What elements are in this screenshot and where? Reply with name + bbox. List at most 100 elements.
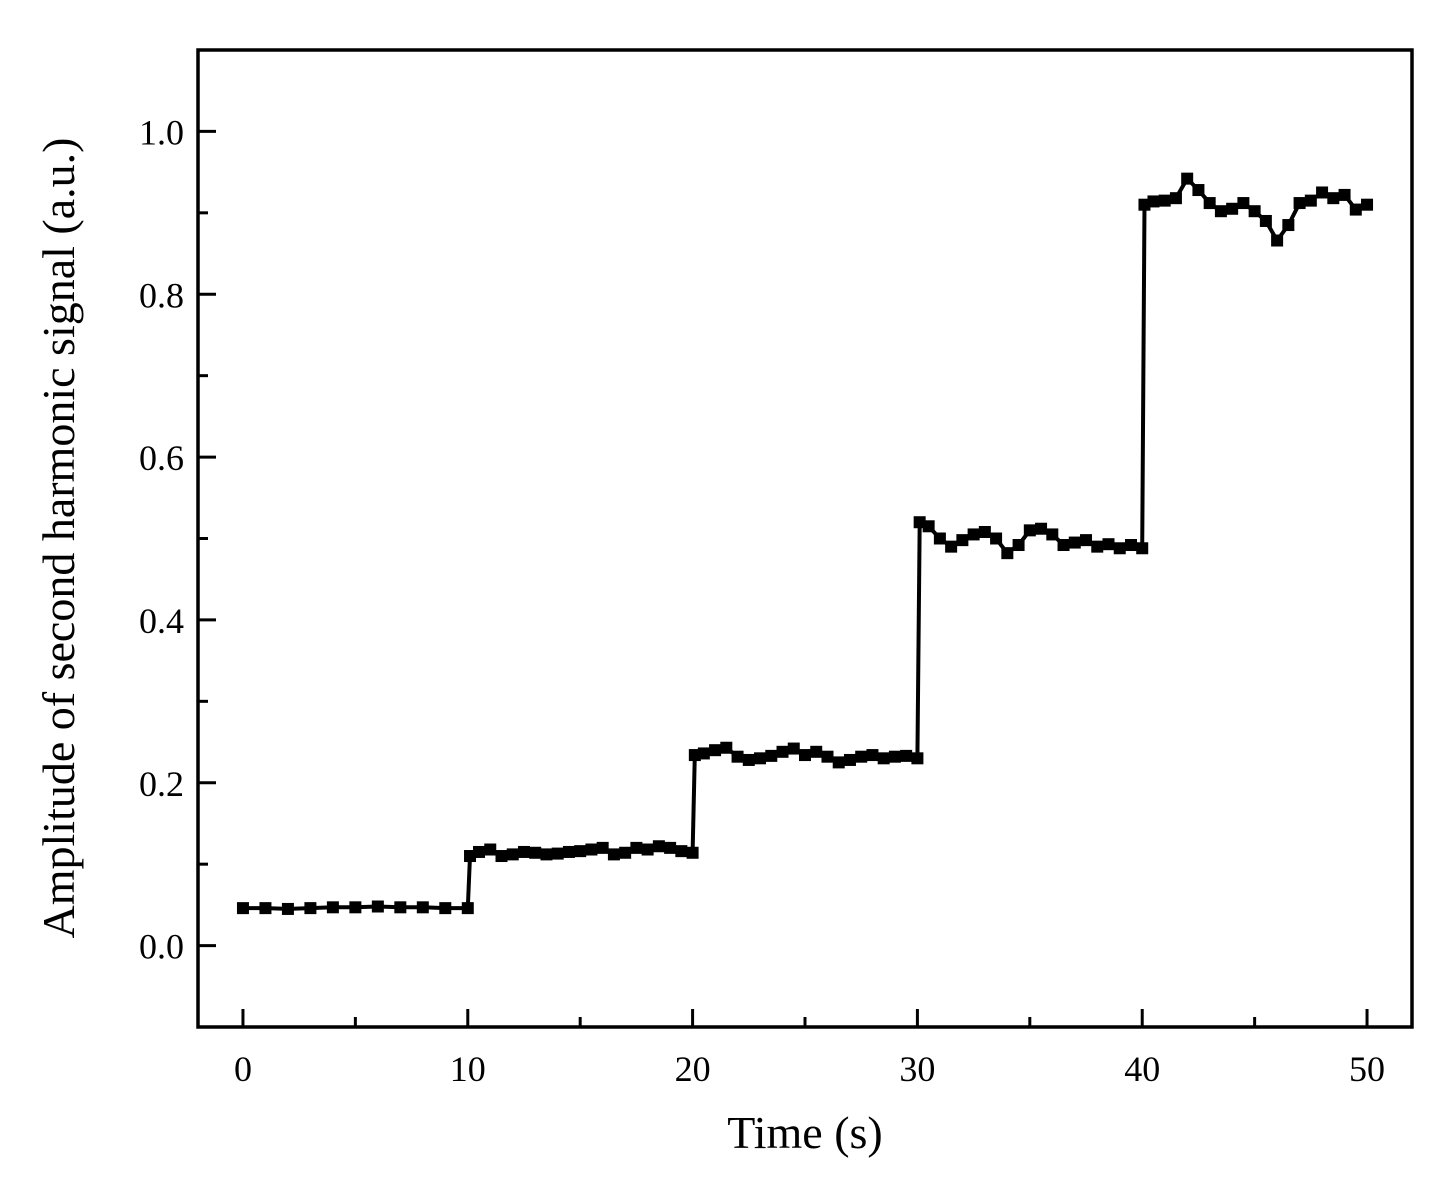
data-point bbox=[945, 540, 958, 553]
data-point bbox=[551, 847, 564, 860]
data-point bbox=[900, 749, 913, 762]
data-point bbox=[1304, 194, 1317, 207]
data-point bbox=[1102, 538, 1115, 551]
data-point bbox=[326, 901, 339, 914]
data-point bbox=[281, 902, 294, 915]
series-line bbox=[243, 175, 1368, 911]
data-point bbox=[641, 843, 654, 856]
data-point bbox=[933, 532, 946, 545]
data-point bbox=[1023, 524, 1036, 537]
y-tick-label: 0.0 bbox=[139, 927, 184, 967]
data-point bbox=[1271, 234, 1284, 247]
x-tick-label: 0 bbox=[234, 1049, 252, 1089]
data-point bbox=[1080, 534, 1093, 547]
data-point bbox=[349, 901, 362, 914]
y-tick-label: 1.0 bbox=[139, 112, 184, 152]
y-tick-label: 0.6 bbox=[139, 438, 184, 478]
data-point bbox=[1338, 188, 1351, 201]
data-point bbox=[866, 749, 879, 762]
data-point bbox=[821, 750, 834, 763]
data-point bbox=[990, 532, 1003, 545]
x-axis-label: Time (s) bbox=[727, 1107, 883, 1158]
data-point bbox=[956, 534, 969, 547]
x-tick-label: 20 bbox=[675, 1049, 711, 1089]
data-point bbox=[1158, 194, 1171, 207]
data-point bbox=[596, 841, 609, 854]
data-point bbox=[1293, 197, 1306, 210]
plot-frame bbox=[196, 48, 1414, 1029]
data-point bbox=[675, 845, 688, 858]
data-point bbox=[506, 848, 519, 861]
data-point bbox=[754, 752, 767, 765]
data-point bbox=[652, 840, 665, 853]
data-point bbox=[607, 848, 620, 861]
data-point bbox=[1124, 539, 1137, 552]
data-point bbox=[484, 843, 497, 856]
x-tick-label: 40 bbox=[1124, 1049, 1160, 1089]
y-tick-label: 0.8 bbox=[139, 275, 184, 315]
y-tick-label: 0.2 bbox=[139, 764, 184, 804]
data-point bbox=[1214, 205, 1227, 218]
y-axis-label: Amplitude of second harmonic signal (a.u… bbox=[33, 138, 84, 939]
data-point bbox=[630, 841, 643, 854]
data-point bbox=[1259, 214, 1272, 227]
data-point bbox=[439, 902, 452, 915]
data-point bbox=[1361, 198, 1374, 211]
y-tick-label: 0.4 bbox=[139, 601, 184, 641]
data-point bbox=[686, 846, 699, 859]
data-point bbox=[787, 742, 800, 755]
series-layer bbox=[236, 172, 1374, 915]
data-point bbox=[1181, 172, 1194, 185]
data-point bbox=[1113, 542, 1126, 555]
data-point bbox=[843, 753, 856, 766]
data-point bbox=[461, 902, 474, 915]
data-point bbox=[259, 902, 272, 915]
data-point bbox=[720, 741, 733, 754]
data-point bbox=[1001, 547, 1014, 560]
data-point bbox=[619, 846, 632, 859]
data-point bbox=[416, 901, 429, 914]
data-point bbox=[1316, 186, 1329, 199]
data-point bbox=[236, 902, 249, 915]
data-point bbox=[765, 749, 778, 762]
data-point bbox=[540, 848, 553, 861]
data-point bbox=[1012, 539, 1025, 552]
data-point bbox=[1327, 192, 1340, 205]
data-point bbox=[855, 750, 868, 763]
data-point bbox=[495, 850, 508, 863]
data-point bbox=[742, 753, 755, 766]
data-point bbox=[799, 749, 811, 762]
data-point bbox=[877, 752, 890, 765]
data-point bbox=[371, 900, 384, 913]
data-point bbox=[664, 841, 677, 854]
data-point bbox=[1046, 528, 1059, 541]
data-point bbox=[911, 752, 924, 765]
data-point bbox=[1091, 540, 1104, 553]
x-tick-label: 30 bbox=[899, 1049, 935, 1089]
data-point bbox=[1203, 197, 1216, 210]
data-point bbox=[529, 846, 542, 859]
x-tick-label: 10 bbox=[450, 1049, 486, 1089]
ticks-layer: 0 10 20 30 40 50 0.0 0.2 0.4 0.6 0.8 1.0 bbox=[139, 112, 1385, 1089]
data-point bbox=[776, 745, 789, 758]
data-point bbox=[1226, 202, 1239, 215]
data-point bbox=[810, 745, 823, 758]
data-point bbox=[574, 845, 587, 858]
data-point bbox=[731, 750, 744, 763]
data-point bbox=[1147, 195, 1160, 208]
data-point bbox=[1035, 522, 1048, 535]
data-point bbox=[922, 520, 935, 533]
data-point bbox=[967, 528, 980, 541]
data-point bbox=[562, 845, 575, 858]
data-point bbox=[978, 525, 991, 538]
data-point bbox=[1192, 184, 1205, 197]
data-point bbox=[1282, 219, 1295, 232]
data-point bbox=[832, 756, 845, 769]
data-point bbox=[394, 901, 407, 914]
x-tick-label: 50 bbox=[1349, 1049, 1385, 1089]
data-point bbox=[1248, 205, 1261, 218]
data-point bbox=[585, 843, 598, 856]
data-point bbox=[888, 750, 901, 763]
